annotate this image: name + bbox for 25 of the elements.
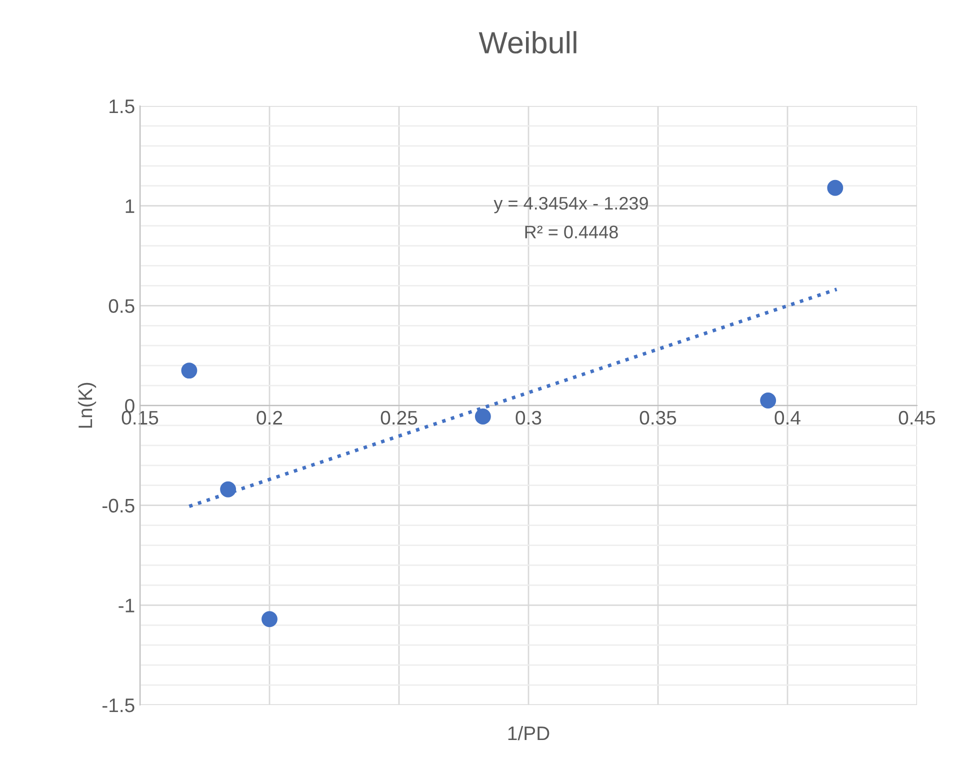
x-tick-label: 0.25 bbox=[380, 410, 418, 425]
x-axis-title: 1/PD bbox=[508, 726, 550, 740]
y-tick-label: 0 bbox=[125, 398, 134, 413]
chart-title: Weibull bbox=[478, 31, 576, 54]
point bbox=[474, 408, 491, 424]
y-tick-label: -1.5 bbox=[102, 698, 134, 712]
point bbox=[181, 362, 198, 379]
x-tick-label: 0.35 bbox=[640, 410, 676, 425]
y-tick-label: 1.5 bbox=[110, 100, 134, 114]
point bbox=[262, 611, 278, 628]
x-tick-label: 0.15 bbox=[122, 410, 158, 425]
x-tick-label: 0.45 bbox=[898, 410, 936, 425]
x-tick-label: 0.4 bbox=[774, 410, 800, 425]
y-axis-title: Ln(K) bbox=[78, 382, 96, 428]
y-tick-label: 1 bbox=[126, 200, 134, 213]
annotation: y = 4.3454x - 1.239 bbox=[494, 196, 648, 214]
y-tick-label: 0.5 bbox=[108, 299, 134, 313]
y-tick-label: -1 bbox=[118, 598, 134, 612]
annotation: R² = 0.4448 bbox=[525, 226, 618, 238]
x-tick-label: 0.2 bbox=[256, 410, 282, 425]
y-tick-label: -0.5 bbox=[102, 498, 134, 513]
point bbox=[827, 180, 844, 196]
point bbox=[220, 481, 236, 498]
x-tick-label: 0.3 bbox=[516, 410, 542, 425]
point bbox=[760, 392, 776, 408]
